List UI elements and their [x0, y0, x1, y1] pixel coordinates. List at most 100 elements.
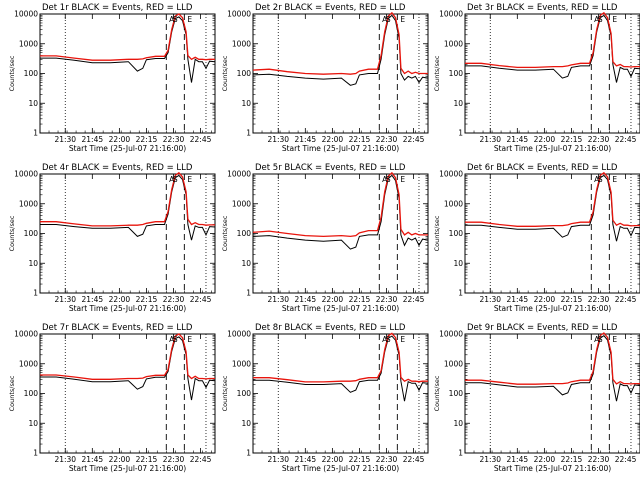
series-line-lld: [252, 11, 428, 75]
x-tick-label: 21:30: [479, 455, 501, 464]
plot-frame: [39, 333, 216, 454]
y-axis-label: Counts/sec: [433, 215, 441, 251]
x-axis-label: Start Time (25-Jul-07 21:16:00): [494, 144, 611, 153]
x-tick-label: 22:45: [190, 295, 212, 304]
y-tick-label: 1: [246, 449, 251, 458]
x-tick-label: 22:45: [403, 135, 425, 144]
chart-title: Det 3r BLACK = Events, RED = LLD: [467, 3, 618, 13]
plot-frame: [39, 13, 216, 134]
x-tick-label: 21:45: [295, 455, 317, 464]
x-tick-label: 22:00: [109, 295, 131, 304]
x-tick-label: 21:45: [507, 455, 529, 464]
y-tick-label: 1: [33, 129, 38, 138]
x-tick-label: 22:00: [109, 135, 131, 144]
x-tick-label: 22:30: [588, 295, 610, 304]
x-tick-label: 22:00: [322, 135, 344, 144]
event-marker: A: [382, 15, 388, 24]
plot-frame: [39, 173, 216, 294]
event-marker: E: [400, 15, 405, 24]
y-tick-label: 1000: [232, 39, 251, 48]
x-tick-label: 22:30: [376, 455, 398, 464]
event-marker: E: [612, 335, 617, 344]
y-tick-label: 10: [28, 99, 38, 108]
y-tick-label: 1: [458, 289, 463, 298]
event-marker: E: [187, 15, 192, 24]
x-tick-label: 21:45: [295, 295, 317, 304]
x-tick-label: 22:15: [561, 135, 583, 144]
y-tick-label: 10000: [14, 10, 38, 19]
x-tick-label: 22:15: [136, 135, 158, 144]
chart-title: Det 8r BLACK = Events, RED = LLD: [255, 323, 406, 333]
x-tick-label: 22:15: [349, 295, 371, 304]
x-axis-label: Start Time (25-Jul-07 21:16:00): [494, 464, 611, 473]
event-marker: S: [598, 335, 603, 344]
x-axis-label: Start Time (25-Jul-07 21:16:00): [282, 464, 399, 473]
x-tick-label: 22:15: [136, 295, 158, 304]
x-tick-label: 21:45: [82, 295, 104, 304]
chart-panel: Det 7r BLACK = Events, RED = LLD 1 10 100 10…: [8, 323, 216, 473]
x-tick-label: 22:45: [403, 295, 425, 304]
chart-title: Det 4r BLACK = Events, RED = LLD: [42, 163, 193, 173]
y-axis-label: Counts/sec: [221, 55, 229, 91]
y-tick-label: 100: [237, 229, 252, 238]
event-marker: E: [187, 175, 192, 184]
x-tick-label: 21:30: [54, 455, 76, 464]
event-marker: S: [598, 175, 603, 184]
chart-title: Det 6r BLACK = Events, RED = LLD: [467, 163, 618, 173]
y-tick-label: 1000: [444, 39, 463, 48]
chart-panel: Det 6r BLACK = Events, RED = LLD 1 10 100 10…: [433, 163, 640, 313]
chart-title: Det 2r BLACK = Events, RED = LLD: [255, 3, 406, 13]
x-axis-label: Start Time (25-Jul-07 21:16:00): [494, 304, 611, 313]
event-marker: S: [173, 15, 178, 24]
y-tick-label: 100: [449, 69, 464, 78]
x-tick-label: 22:30: [163, 455, 185, 464]
series-line-events: [252, 14, 429, 86]
x-tick-label: 22:00: [534, 135, 556, 144]
y-tick-label: 100: [449, 229, 464, 238]
y-tick-label: 10: [28, 259, 38, 268]
x-tick-label: 21:45: [82, 455, 104, 464]
plot-frame: [252, 333, 429, 454]
event-marker: A: [169, 175, 175, 184]
chart-panel: Det 1r BLACK = Events, RED = LLD 1 10 100 10…: [8, 3, 216, 153]
plot-frame: [252, 173, 429, 294]
x-tick-label: 21:30: [54, 295, 76, 304]
event-marker: A: [382, 335, 388, 344]
series-line-lld: [465, 171, 640, 227]
series-line-lld: [465, 332, 640, 385]
y-tick-label: 10000: [439, 10, 463, 19]
x-tick-label: 22:45: [190, 455, 212, 464]
y-tick-label: 1: [33, 289, 38, 298]
event-marker: E: [400, 175, 405, 184]
x-tick-label: 22:15: [561, 295, 583, 304]
chart-panel: Det 2r BLACK = Events, RED = LLD 1 10 100 10…: [221, 3, 429, 153]
x-tick-label: 21:45: [295, 135, 317, 144]
x-tick-label: 22:15: [349, 135, 371, 144]
event-marker: A: [594, 335, 600, 344]
y-tick-label: 100: [24, 389, 39, 398]
y-axis-label: Counts/sec: [8, 375, 16, 411]
x-tick-label: 21:45: [507, 295, 529, 304]
x-axis-label: Start Time (25-Jul-07 21:16:00): [282, 144, 399, 153]
x-axis-label: Start Time (25-Jul-07 21:16:00): [282, 304, 399, 313]
y-tick-label: 100: [24, 69, 39, 78]
event-marker: A: [594, 15, 600, 24]
x-tick-label: 22:00: [534, 455, 556, 464]
y-axis-label: Counts/sec: [433, 375, 441, 411]
y-tick-label: 1000: [19, 199, 38, 208]
y-tick-label: 10: [453, 419, 463, 428]
y-tick-label: 10000: [227, 330, 251, 339]
y-tick-label: 1: [458, 449, 463, 458]
y-tick-label: 100: [237, 69, 252, 78]
event-marker: E: [400, 335, 405, 344]
event-marker: S: [598, 15, 603, 24]
event-marker: E: [612, 15, 617, 24]
y-tick-label: 100: [237, 389, 252, 398]
series-line-events: [465, 174, 640, 242]
x-tick-label: 22:30: [588, 455, 610, 464]
y-tick-label: 10: [28, 419, 38, 428]
series-line-events: [40, 174, 216, 241]
x-tick-label: 21:45: [507, 135, 529, 144]
y-tick-label: 1000: [444, 199, 463, 208]
